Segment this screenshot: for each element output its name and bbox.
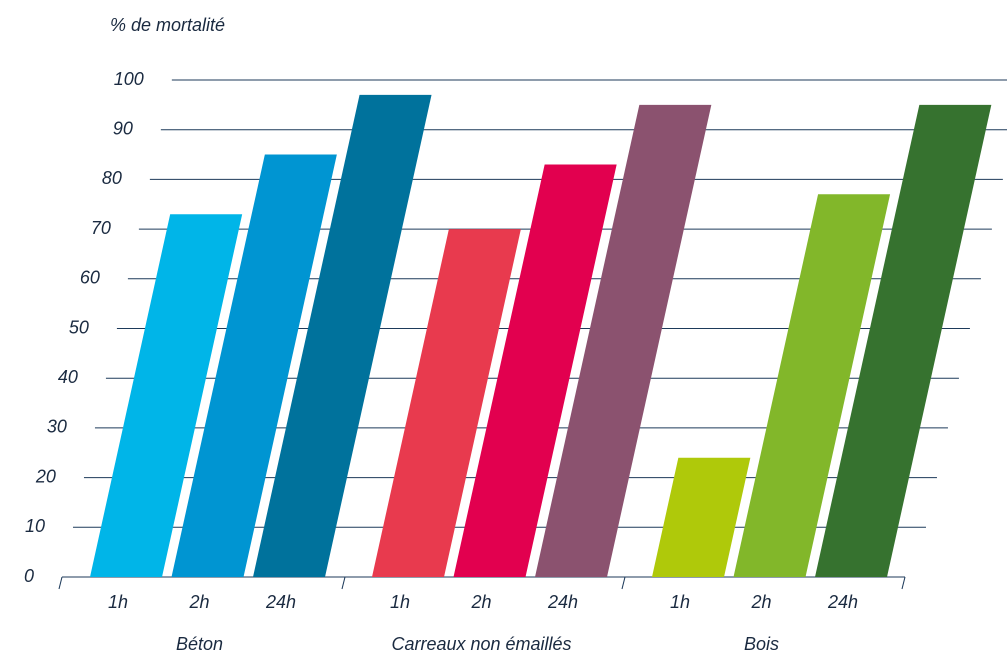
y-tick-label: 100 [114,69,144,89]
x-tick-label: 24h [547,592,578,612]
bar [372,229,521,577]
bar [90,214,243,577]
y-tick-label: 80 [102,168,122,188]
x-axis-divider [341,576,346,590]
x-tick-label: 24h [827,592,858,612]
x-axis-divider [58,576,63,590]
bar [652,457,751,577]
bar [815,104,992,577]
x-tick-label: 2h [188,592,209,612]
bar [253,94,432,577]
group-label: Carreaux non émaillés [391,634,571,654]
y-tick-label: 90 [113,118,133,138]
bar [453,164,617,578]
y-tick-label: 70 [91,218,111,238]
y-tick-label: 20 [35,466,56,486]
y-tick-label: 50 [69,317,89,337]
x-tick-label: 24h [265,592,296,612]
x-axis-divider [901,576,906,590]
x-tick-label: 2h [470,592,491,612]
y-tick-label: 40 [58,367,78,387]
y-tick-label: 10 [25,516,45,536]
x-axis-divider [621,576,626,590]
x-tick-label: 1h [108,592,128,612]
y-tick-label: 60 [80,268,100,288]
bar [535,104,712,577]
x-tick-label: 1h [670,592,690,612]
x-tick-label: 2h [750,592,771,612]
y-axis-label: % de mortalité [110,15,225,35]
y-tick-label: 0 [24,566,34,586]
bar [733,194,891,577]
x-tick-label: 1h [390,592,410,612]
y-tick-label: 30 [47,417,67,437]
group-label: Béton [176,634,223,654]
group-label: Bois [744,634,779,654]
bar [171,154,337,578]
